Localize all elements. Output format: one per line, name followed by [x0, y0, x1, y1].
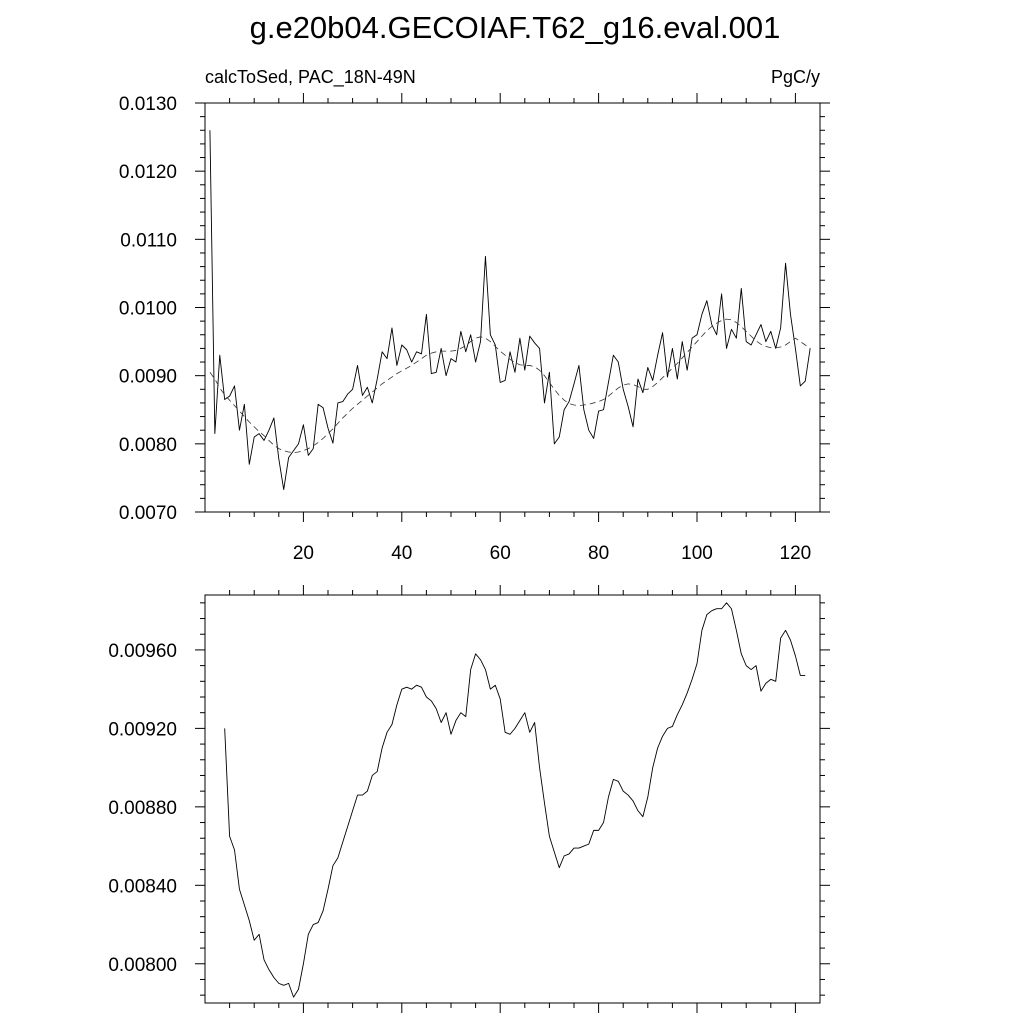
x-tick-label: 20: [293, 543, 314, 564]
y-tick-label: 0.0080: [119, 435, 177, 456]
top-panel-ticks: [195, 93, 830, 522]
x-tick-label: 40: [391, 543, 412, 564]
x-tick-label: 60: [490, 543, 511, 564]
x-tick-label: 100: [681, 543, 713, 564]
units-label: PgC/y: [771, 67, 820, 87]
top-panel-frame: [204, 102, 821, 513]
y-tick-label: 0.0090: [119, 367, 177, 388]
y-tick-label: 0.00880: [108, 798, 177, 819]
y-tick-label: 0.0110: [120, 230, 177, 251]
top-panel-series: [209, 130, 811, 490]
y-tick-label: 0.00960: [108, 641, 177, 662]
bottom-panel-frame: [204, 594, 821, 1004]
bottom-panel: 0.00800 0.00840 0.00880 0.00920 0.00960: [108, 585, 830, 1013]
series-line-solid: [209, 130, 811, 490]
series-line-solid: [224, 602, 806, 998]
y-tick-label: 0.00800: [108, 955, 177, 976]
y-tick-label: 0.00920: [108, 719, 177, 740]
bottom-panel-tick-labels: 0.00800 0.00840 0.00880 0.00920 0.00960: [108, 641, 177, 976]
x-tick-label: 80: [588, 543, 609, 564]
y-tick-label: 0.0120: [119, 162, 177, 183]
top-panel: 20 40 60 80 100 120 0.0070 0.0080 0.0090 0.0100 0.…: [119, 93, 830, 564]
y-tick-label: 0.00840: [108, 876, 177, 897]
top-panel-tick-labels: 20 40 60 80 100 120 0.0070 0.0080 0.0090 0.0100 0.…: [119, 94, 811, 564]
x-tick-label: 120: [780, 543, 812, 564]
y-tick-label: 0.0130: [119, 94, 177, 115]
chart-title: g.e20b04.GECOIAF.T62_g16.eval.001: [250, 10, 781, 45]
bottom-panel-series: [224, 602, 806, 998]
series-line-dashed: [209, 318, 811, 454]
y-tick-label: 0.0100: [119, 299, 177, 320]
left-subtitle: calcToSed, PAC_18N-49N: [205, 67, 416, 88]
bottom-panel-ticks: [195, 585, 830, 1013]
y-tick-label: 0.0070: [119, 503, 177, 524]
